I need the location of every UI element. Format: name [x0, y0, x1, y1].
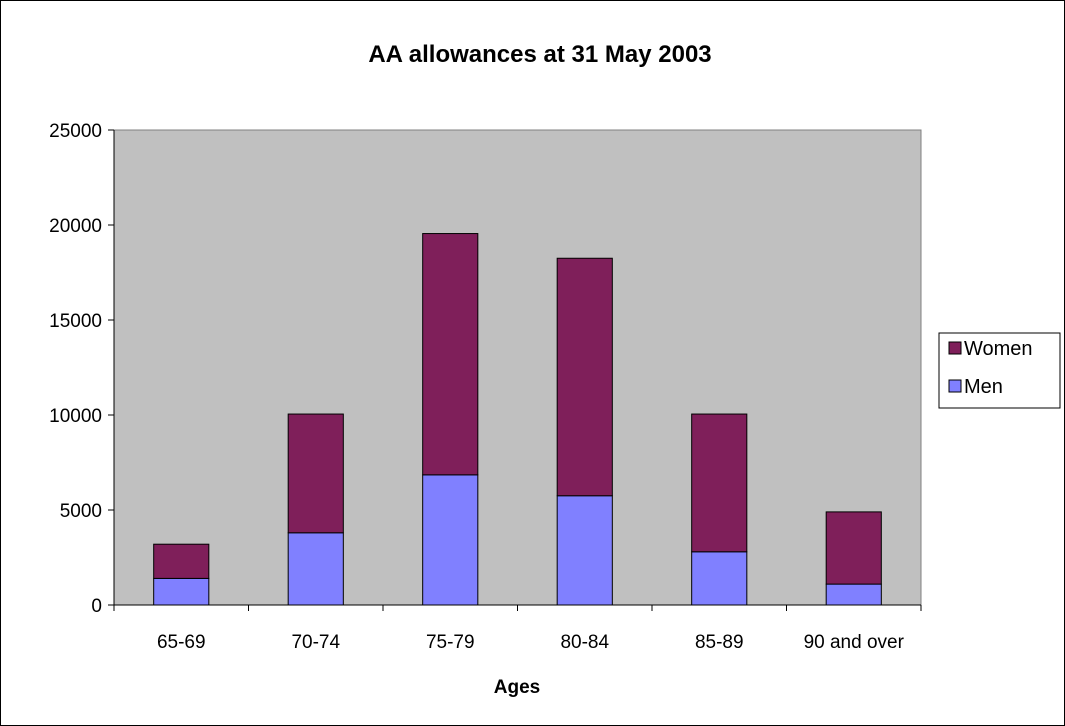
- x-tick-label: 65-69: [157, 632, 206, 653]
- legend-items: Women Men: [948, 338, 1033, 398]
- y-tick-label: 0: [91, 596, 102, 617]
- bar-men-0: [153, 577, 210, 606]
- legend-swatch-men: [948, 379, 962, 393]
- bar-women-3: [556, 257, 613, 497]
- labels-layer: 0 5000 10000 15000 20000 25000 65-69 70-74 75-79…: [49, 121, 904, 653]
- y-tick-label: 20000: [49, 216, 102, 237]
- bar-women-2: [422, 233, 479, 476]
- y-tick-label: 5000: [60, 501, 102, 522]
- x-tick-label: 70-74: [291, 632, 340, 653]
- bar-men-3: [556, 495, 613, 606]
- plot-area: [113, 129, 922, 606]
- x-tick-label: 90 and over: [804, 632, 905, 653]
- bar-men-5: [825, 583, 882, 606]
- bar-men-1: [287, 532, 344, 606]
- bar-women-0: [153, 543, 210, 579]
- x-tick-label: 85-89: [695, 632, 744, 653]
- bars-layer: [153, 233, 882, 606]
- bar-men-4: [691, 551, 748, 606]
- x-axis-title: Ages: [494, 677, 540, 698]
- x-tick-label: 80-84: [560, 632, 609, 653]
- x-tick-label: 75-79: [426, 632, 475, 653]
- bar-men-2: [422, 474, 479, 606]
- y-tick-label: 15000: [49, 311, 102, 332]
- chart-title: AA allowances at 31 May 2003: [368, 41, 711, 68]
- legend-label-men: Men: [964, 376, 1003, 398]
- legend-swatch-women: [948, 341, 962, 355]
- legend-label-women: Women: [964, 338, 1033, 360]
- y-tick-label: 25000: [49, 121, 102, 142]
- axes-layer: [108, 129, 922, 611]
- bar-women-1: [287, 413, 344, 534]
- bar-women-4: [691, 413, 748, 553]
- y-tick-label: 10000: [49, 406, 102, 427]
- legend: Women Men: [938, 332, 1061, 409]
- bar-women-5: [825, 511, 882, 585]
